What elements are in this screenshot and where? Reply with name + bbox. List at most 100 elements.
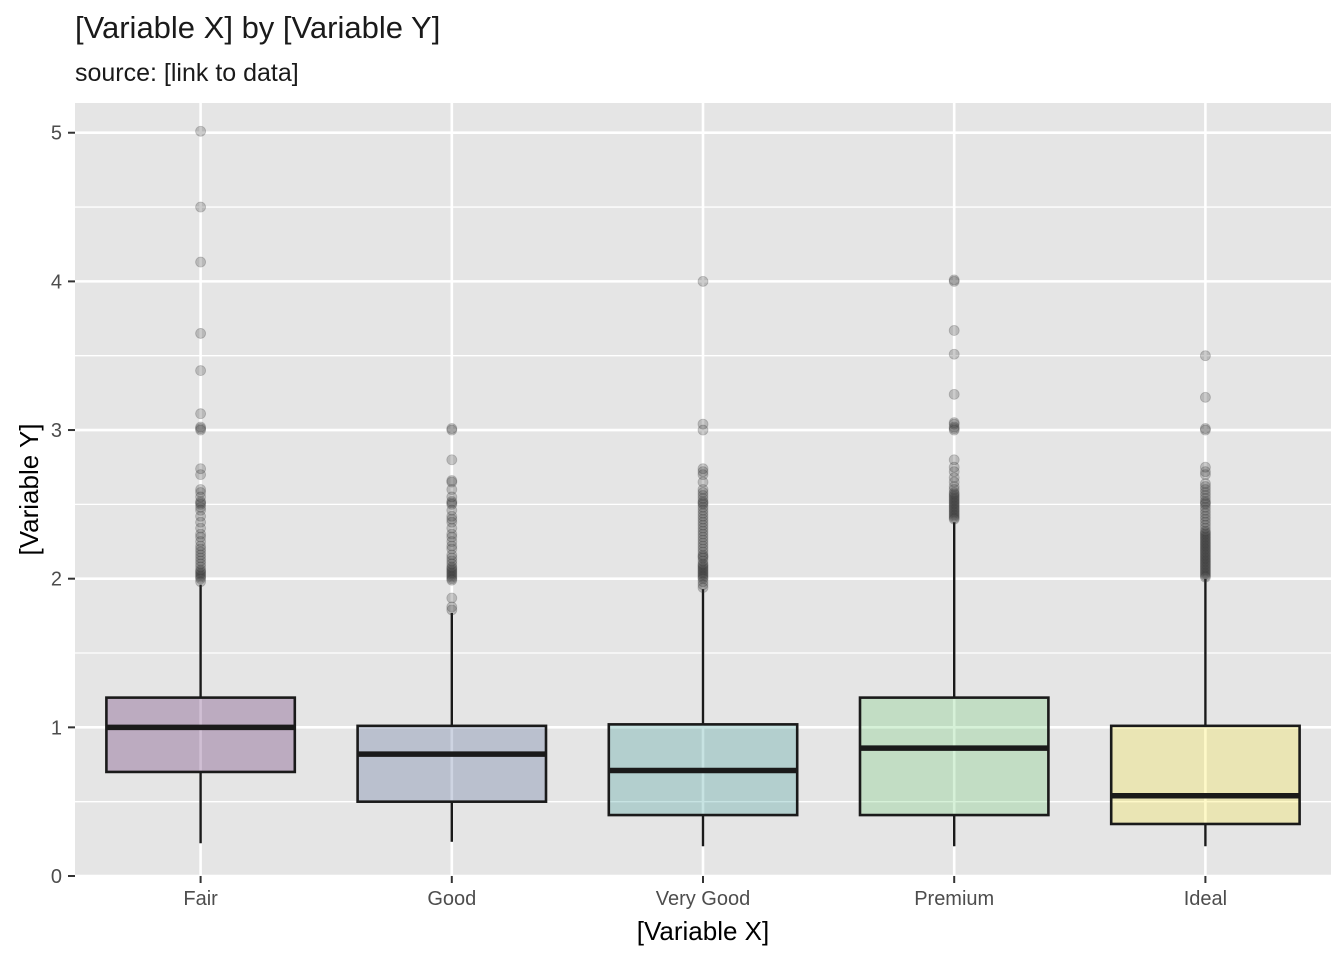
outlier-point xyxy=(697,487,709,498)
outlier-point xyxy=(1200,423,1211,434)
outlier-point xyxy=(948,487,960,498)
outlier-point xyxy=(195,570,207,582)
outlier-point xyxy=(697,568,709,580)
outlier-point xyxy=(948,490,960,501)
outlier-point xyxy=(948,461,960,473)
outlier-point xyxy=(446,528,458,540)
outlier-point xyxy=(195,498,207,510)
outlier-point xyxy=(446,497,458,509)
outlier-point xyxy=(697,522,709,534)
x-tick-label: Very Good xyxy=(656,888,751,910)
y-tick-label: 5 xyxy=(51,123,62,145)
outlier-point xyxy=(948,484,960,495)
outlier-point xyxy=(1200,539,1211,550)
x-tick-label: Good xyxy=(427,888,476,910)
outlier-point xyxy=(948,507,960,519)
outlier-point xyxy=(1200,495,1211,507)
y-axis-title: [Variable Y] xyxy=(14,423,44,555)
outlier-point xyxy=(697,466,709,478)
outlier-point xyxy=(697,528,709,540)
outlier-point xyxy=(948,325,960,336)
y-tick-label: 3 xyxy=(51,420,62,442)
outlier-point xyxy=(195,571,207,583)
outlier-point xyxy=(1200,525,1211,537)
outlier-point xyxy=(195,540,207,552)
outlier-point xyxy=(195,516,207,528)
outlier-point xyxy=(446,561,458,573)
outlier-point xyxy=(948,488,960,500)
outlier-point xyxy=(195,543,207,555)
outlier-point xyxy=(697,582,709,594)
outlier-point xyxy=(195,568,207,580)
outlier-point xyxy=(1200,534,1211,546)
outlier-point xyxy=(446,558,458,570)
outlier-point xyxy=(948,348,960,360)
outlier-point xyxy=(1200,498,1211,510)
boxplot-premium xyxy=(858,522,1050,847)
outlier-point xyxy=(697,497,709,509)
outlier-point xyxy=(446,423,458,434)
outlier-point xyxy=(446,475,458,486)
box-iqr xyxy=(858,696,1050,817)
outlier-point xyxy=(446,567,458,579)
outlier-point xyxy=(1200,391,1211,403)
outlier-point xyxy=(446,513,458,525)
outlier-point xyxy=(195,567,207,579)
outlier-point xyxy=(446,573,458,585)
x-tick-label: Fair xyxy=(183,888,218,910)
outlier-point xyxy=(697,534,709,546)
outlier-point xyxy=(195,552,207,564)
outlier-point xyxy=(697,469,709,481)
outlier-point xyxy=(1200,549,1211,561)
outlier-point xyxy=(697,476,709,488)
outlier-point xyxy=(1200,504,1211,516)
outlier-point xyxy=(446,549,458,561)
outlier-point xyxy=(697,573,709,585)
y-tick-label: 4 xyxy=(51,271,62,293)
outlier-point xyxy=(948,503,960,515)
outlier-point xyxy=(446,476,458,488)
outlier-point xyxy=(697,531,709,543)
outlier-point xyxy=(1200,501,1211,513)
outlier-point xyxy=(446,552,458,564)
outlier-point xyxy=(1200,559,1211,571)
outlier-point xyxy=(446,536,458,547)
outlier-point xyxy=(1200,487,1211,498)
outlier-point xyxy=(1200,510,1211,522)
grid-layer xyxy=(75,103,1331,878)
outlier-point xyxy=(948,476,960,488)
outlier-point xyxy=(1200,469,1211,481)
outlier-point xyxy=(697,546,709,558)
outlier-point xyxy=(1200,548,1211,559)
outlier-point xyxy=(948,274,960,286)
outlier-point xyxy=(1200,522,1211,534)
outlier-point xyxy=(948,417,960,429)
outlier-point xyxy=(1200,553,1211,565)
outlier-point xyxy=(195,256,207,268)
outlier-point xyxy=(446,498,458,510)
outlier-point xyxy=(446,604,458,616)
outlier-point xyxy=(1200,565,1211,577)
outlier-point xyxy=(195,531,207,543)
boxplot-good xyxy=(356,612,548,842)
outlier-point xyxy=(697,424,709,436)
outlier-point xyxy=(195,561,207,573)
outlier-point xyxy=(1200,545,1211,556)
outlier-point xyxy=(948,418,960,430)
outlier-point xyxy=(195,546,207,558)
outlier-point xyxy=(1200,564,1211,576)
outlier-point xyxy=(446,601,458,613)
outlier-point xyxy=(1200,536,1211,547)
outlier-point xyxy=(195,555,207,567)
outlier-point xyxy=(1200,543,1211,555)
outlier-point xyxy=(195,510,207,522)
outlier-point xyxy=(948,454,960,466)
outlier-point xyxy=(948,494,960,506)
outlier-point xyxy=(1200,537,1211,549)
outlier-point xyxy=(1200,481,1211,492)
outlier-point xyxy=(195,565,207,577)
outlier-point xyxy=(697,516,709,528)
outlier-point xyxy=(195,549,207,561)
outlier-point xyxy=(446,454,458,466)
